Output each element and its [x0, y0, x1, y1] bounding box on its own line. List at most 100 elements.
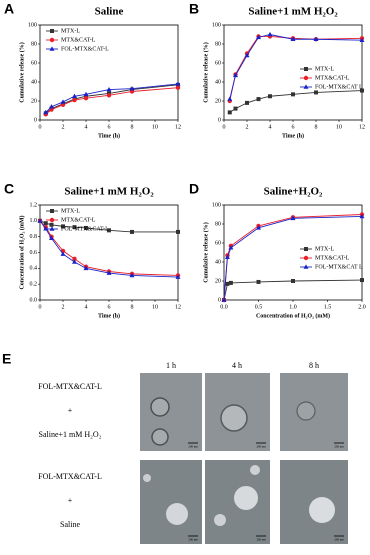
marker	[244, 52, 250, 58]
x-tick-label: 8	[131, 304, 134, 310]
marker	[224, 254, 230, 260]
vesicle	[214, 514, 226, 526]
marker	[291, 92, 295, 97]
x-tick-label: 0.5	[255, 304, 263, 310]
marker	[256, 34, 261, 40]
vesicle	[166, 503, 188, 525]
x-axis-label: Time (h)	[98, 312, 120, 319]
marker	[228, 245, 234, 250]
y-tick-label: 60	[215, 60, 221, 66]
x-tick-label: 6	[108, 304, 111, 310]
marker	[43, 221, 48, 226]
y-tick-label: 40	[215, 259, 221, 265]
x-tick-label: 4	[85, 304, 88, 310]
panel-letter: A	[4, 1, 14, 17]
panel-letter: B	[189, 1, 199, 17]
time-label: 1 h	[166, 361, 176, 370]
x-tick-label: 1.0	[289, 304, 297, 310]
row-label: +	[68, 496, 73, 505]
y-tick-label: 100	[28, 22, 37, 28]
micrograph	[140, 373, 202, 451]
marker	[72, 259, 77, 264]
marker	[303, 84, 309, 89]
marker	[72, 225, 77, 230]
marker	[227, 110, 232, 115]
y-tick-label: 0.4	[30, 266, 38, 272]
marker	[49, 46, 55, 51]
marker	[60, 99, 66, 104]
legend-label: FOL-MTX&CAT-L	[61, 226, 109, 232]
marker	[175, 85, 181, 90]
chart-title: Saline	[95, 6, 124, 18]
row-label: +	[68, 406, 73, 415]
y-tick-label: 80	[31, 41, 37, 47]
marker	[360, 88, 364, 93]
legend-label: FOL-MTX&CAT L	[315, 264, 363, 270]
x-tick-label: 0	[223, 124, 226, 130]
y-tick-label: 60	[31, 60, 37, 66]
marker	[313, 36, 319, 42]
x-axis-label: Time (h)	[282, 132, 304, 139]
marker	[227, 96, 233, 101]
y-tick-label: 100	[212, 22, 221, 28]
marker	[129, 272, 135, 278]
y-axis-label: Cumulative release (%)	[18, 42, 25, 103]
y-tick-label: 20	[215, 278, 221, 284]
x-tick-label: 12	[175, 304, 181, 310]
vesicle	[143, 474, 151, 482]
legend-label: FOL-MTX&CAT-L	[61, 46, 109, 52]
y-tick-label: 40	[31, 79, 37, 85]
marker	[303, 264, 309, 269]
x-tick-label: 10	[152, 304, 158, 310]
micrograph	[140, 460, 202, 544]
legend-label: MTX&CAT-L	[61, 37, 96, 43]
x-tick-label: 8	[131, 124, 134, 130]
marker	[233, 106, 238, 111]
marker	[49, 235, 54, 241]
y-tick-label: 0.0	[30, 297, 38, 303]
vesicle	[151, 428, 169, 446]
row-label: Saline+1 mM H₂O₂	[39, 430, 102, 439]
marker	[314, 90, 318, 95]
marker	[175, 274, 181, 279]
y-axis-label: Cumulative release (%)	[202, 42, 209, 103]
marker	[291, 279, 295, 283]
x-tick-label: 0	[39, 304, 42, 310]
marker	[61, 224, 65, 229]
x-tick-label: 12	[359, 124, 365, 130]
y-tick-label: 0	[34, 117, 37, 123]
scale-label: 200 nm	[188, 538, 198, 542]
vesicle	[234, 486, 258, 510]
series-line	[45, 83, 179, 113]
x-tick-label: 0	[39, 124, 42, 130]
marker	[304, 67, 308, 71]
marker	[83, 95, 89, 101]
marker	[303, 255, 309, 261]
y-tick-label: 80	[215, 221, 221, 227]
marker	[49, 104, 54, 109]
legend-label: MTX-L	[315, 246, 334, 252]
scale-label: 200 nm	[334, 538, 344, 542]
y-tick-label: 40	[215, 79, 221, 85]
marker	[303, 75, 309, 81]
marker	[107, 228, 111, 233]
time-label: 4 h	[232, 361, 242, 370]
series-line	[229, 34, 363, 100]
marker	[60, 251, 66, 256]
x-axis-label: Concentration of H₂O₂ (mM)	[256, 312, 330, 319]
marker	[72, 97, 77, 103]
y-tick-label: 60	[215, 240, 221, 246]
x-tick-label: 8	[315, 124, 318, 130]
marker	[49, 37, 55, 43]
legend-label: MTX-L	[315, 66, 334, 72]
marker	[84, 225, 88, 230]
y-tick-label: 0	[218, 117, 221, 123]
panel-letter: C	[4, 181, 14, 197]
marker	[83, 265, 89, 271]
row-label: FOL-MTX&CAT-L	[38, 382, 102, 391]
series-line	[229, 90, 363, 113]
x-tick-label: 4	[269, 124, 272, 130]
marker	[49, 226, 55, 231]
panel-letter: E	[2, 351, 11, 367]
